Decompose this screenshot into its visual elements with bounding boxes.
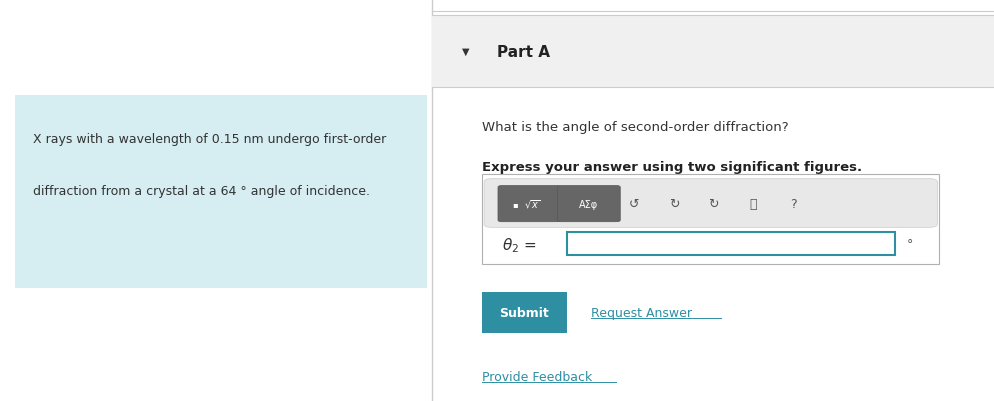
Text: Part A: Part A — [497, 45, 550, 60]
Text: diffraction from a crystal at a 64 ° angle of incidence.: diffraction from a crystal at a 64 ° ang… — [33, 184, 370, 197]
Text: Submit: Submit — [499, 306, 550, 319]
Text: Request Answer: Request Answer — [591, 306, 693, 319]
Text: Provide Feedback: Provide Feedback — [482, 371, 592, 383]
Text: ↺: ↺ — [629, 197, 639, 210]
Text: X rays with a wavelength of 0.15 nm undergo first-order: X rays with a wavelength of 0.15 nm unde… — [33, 132, 386, 145]
Text: ?: ? — [790, 197, 796, 210]
Text: ↻: ↻ — [709, 197, 719, 210]
FancyBboxPatch shape — [567, 233, 895, 256]
Text: ↻: ↻ — [669, 197, 679, 210]
Text: AΣφ: AΣφ — [580, 199, 598, 209]
FancyBboxPatch shape — [558, 186, 620, 222]
FancyBboxPatch shape — [482, 174, 939, 265]
FancyBboxPatch shape — [498, 186, 561, 222]
Text: °: ° — [907, 238, 912, 251]
FancyBboxPatch shape — [482, 293, 567, 333]
Text: Express your answer using two significant figures.: Express your answer using two significan… — [482, 160, 862, 173]
FancyBboxPatch shape — [484, 179, 937, 228]
Text: What is the angle of second-order diffraction?: What is the angle of second-order diffra… — [482, 120, 788, 133]
Bar — [432, 16, 994, 88]
Text: ▼: ▼ — [462, 47, 470, 57]
Text: $\sqrt{x}$: $\sqrt{x}$ — [524, 198, 541, 211]
Text: $\theta_2$ =: $\theta_2$ = — [502, 236, 537, 254]
Text: ▪: ▪ — [512, 200, 518, 209]
Text: ⬛: ⬛ — [749, 197, 757, 210]
FancyBboxPatch shape — [15, 96, 427, 289]
